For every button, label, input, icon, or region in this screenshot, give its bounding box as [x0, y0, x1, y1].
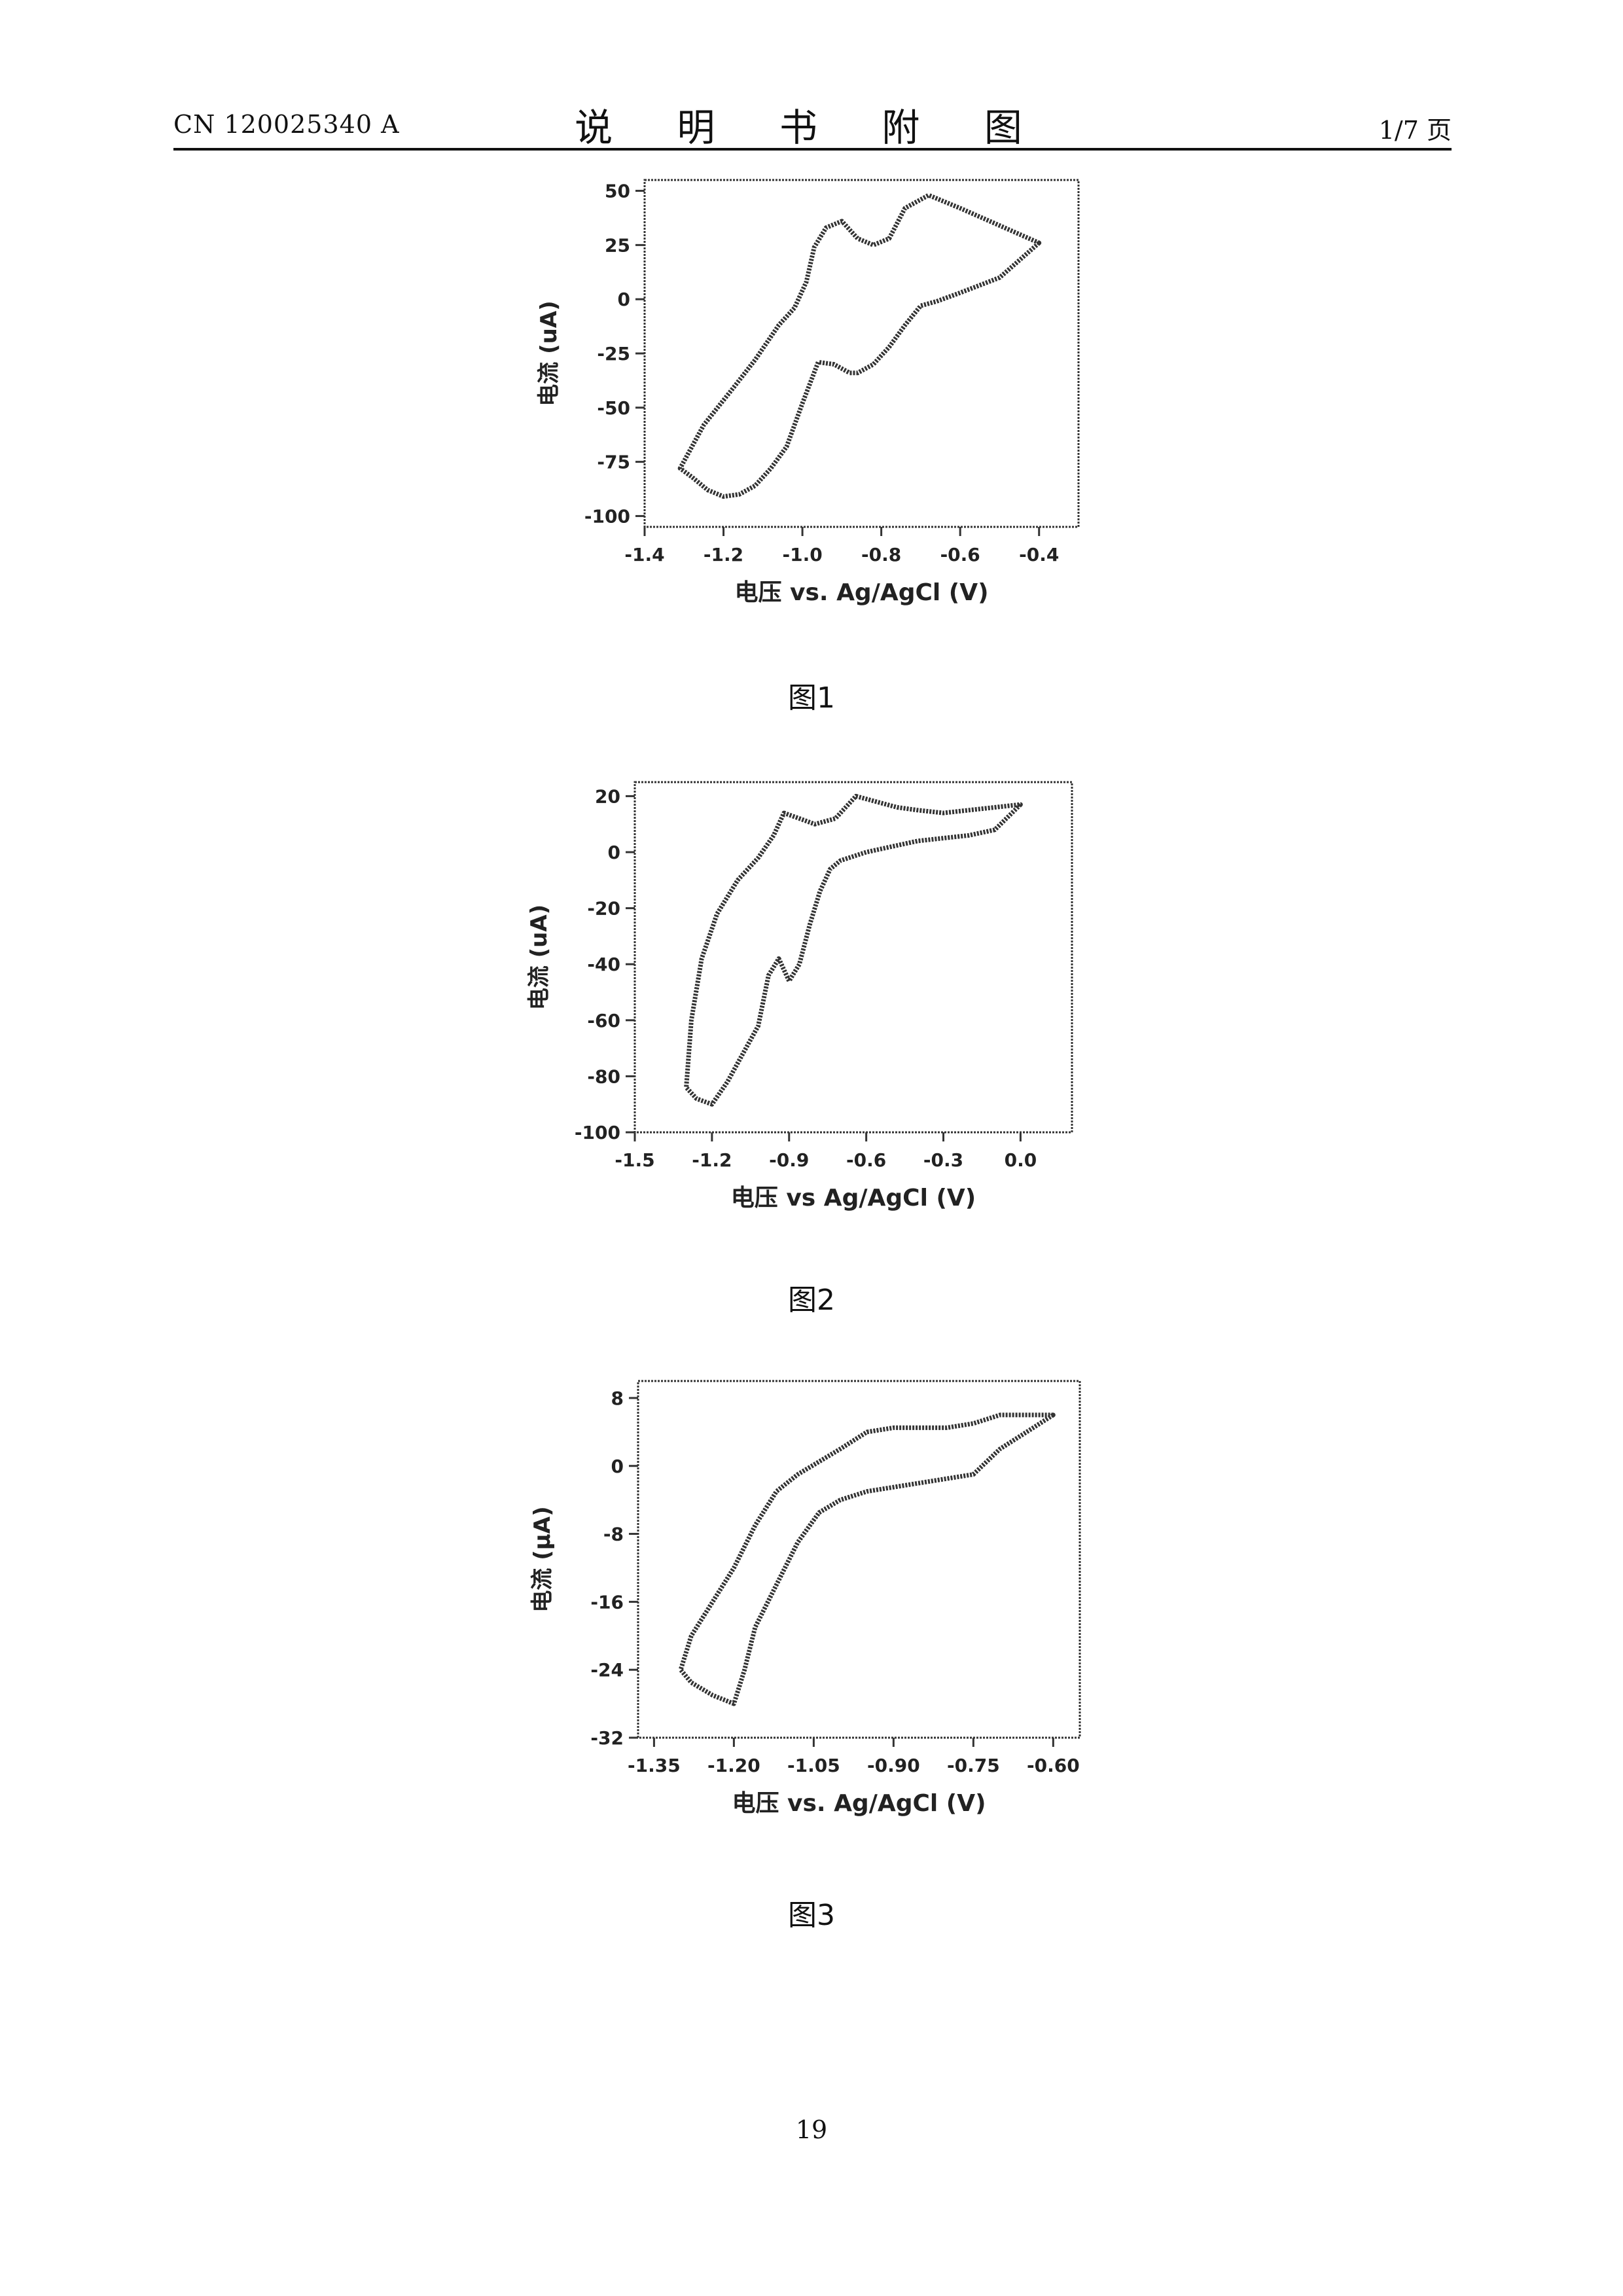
header-rule: [173, 148, 1452, 151]
y-tick-label: 20: [595, 785, 620, 807]
x-tick-label: 0.0: [1005, 1149, 1037, 1171]
page-number: 19: [0, 2115, 1623, 2144]
y-tick-label: -100: [575, 1122, 620, 1143]
x-tick-label: -1.2: [692, 1149, 732, 1171]
figure-3-chart: -1.35 -1.20 -1.05 -0.90 -0.75 -0.60 8 0 -8 -16 -24…: [0, 1381, 1623, 1852]
y-tick-label: 0: [618, 289, 630, 310]
x-tick-label: -0.6: [846, 1149, 886, 1171]
y-tick-label: 50: [605, 181, 630, 202]
y-tick-label: -32: [590, 1727, 624, 1749]
x-tick-label: -0.9: [769, 1149, 809, 1171]
y-tick-label: -25: [597, 343, 630, 365]
y-tick-label: -60: [587, 1010, 620, 1031]
y-tick-label: -80: [587, 1066, 620, 1087]
x-tick-label: -1.35: [628, 1755, 681, 1776]
y-tick-label: -75: [597, 452, 630, 473]
page-count: 1/7 页: [1379, 110, 1452, 146]
x-tick-label: -1.5: [615, 1149, 654, 1171]
x-tick-label: -0.4: [1019, 544, 1059, 565]
x-tick-label: -1.0: [782, 544, 822, 565]
figure-2-caption: 图2: [0, 1276, 1623, 1318]
figure-2-chart: -1.5 -1.2 -0.9 -0.6 -0.3 0.0 20 0 -20 -40 -60 -80 -1…: [0, 779, 1623, 1224]
x-tick-label: -0.8: [861, 544, 901, 565]
x-tick-label: -0.3: [923, 1149, 963, 1171]
x-tick-label: -1.20: [707, 1755, 760, 1776]
y-tick-label: 0: [608, 842, 620, 863]
plot-frame: [635, 782, 1072, 1132]
y-tick-label: 8: [611, 1388, 624, 1409]
y-axis-label: 电流 (uA): [536, 300, 562, 406]
x-tick-label: -0.90: [867, 1755, 920, 1776]
x-tick-label: -1.4: [624, 544, 664, 565]
x-axis-label: 电压 vs. Ag/AgCl (V): [734, 579, 988, 606]
figure-1-caption: 图1: [0, 674, 1623, 716]
y-axis-label: 电流 (uA): [526, 905, 552, 1010]
x-tick-label: -1.2: [704, 544, 743, 565]
y-tick-label: -8: [603, 1524, 624, 1545]
y-tick-label: -20: [587, 898, 620, 920]
y-tick-label: -40: [587, 954, 620, 975]
x-axis-label: 电压 vs. Ag/AgCl (V): [732, 1790, 986, 1817]
plot-frame: [645, 180, 1079, 527]
y-tick-label: -100: [584, 505, 630, 527]
y-tick-label: 25: [605, 234, 630, 256]
y-axis-label: 电流 (μA): [529, 1506, 556, 1612]
cv-curve: [687, 796, 1021, 1104]
figure-1-chart: -1.4 -1.2 -1.0 -0.8 -0.6 -0.4 50 25 0 -25 -50 -75 -1…: [0, 177, 1623, 622]
cv-curve: [680, 195, 1039, 496]
figure-3-caption: 图3: [0, 1892, 1623, 1933]
x-axis-label: 电压 vs Ag/AgCl (V): [731, 1185, 976, 1211]
x-tick-label: -0.75: [947, 1755, 1000, 1776]
cv-curve: [681, 1415, 1053, 1704]
y-tick-label: -50: [597, 397, 630, 419]
x-tick-label: -0.60: [1027, 1755, 1080, 1776]
y-tick-label: -16: [590, 1591, 624, 1613]
y-tick-label: 0: [611, 1456, 624, 1477]
x-tick-label: -0.6: [940, 544, 980, 565]
x-tick-label: -1.05: [787, 1755, 840, 1776]
y-tick-label: -24: [590, 1659, 624, 1681]
